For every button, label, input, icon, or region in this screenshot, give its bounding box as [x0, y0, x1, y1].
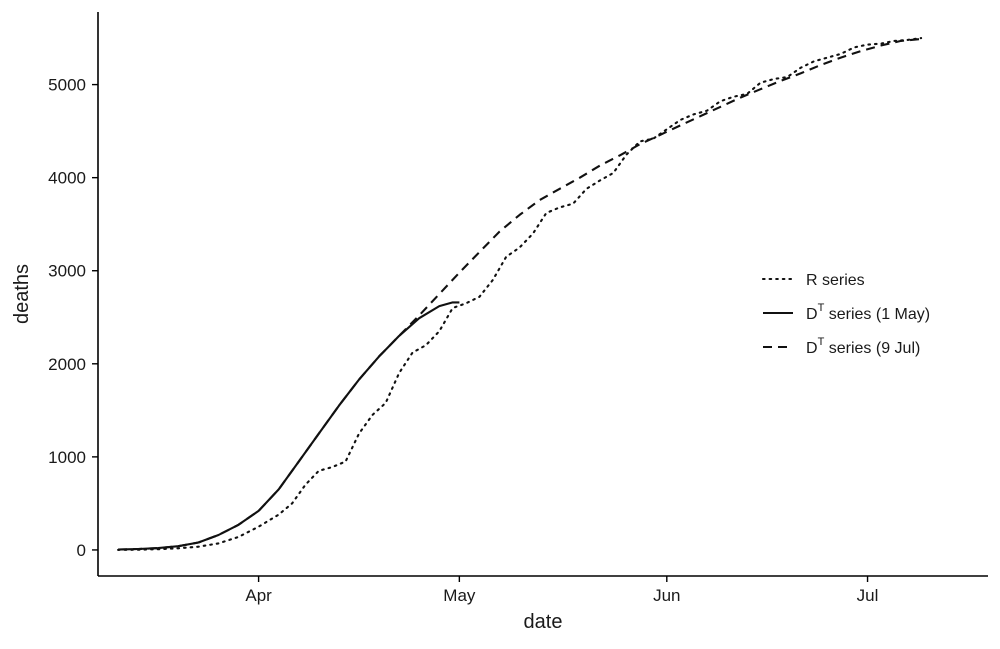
legend-label-3: DT series (9 Jul): [806, 336, 920, 357]
series-lines: [117, 37, 923, 551]
y-tick-label: 0: [77, 541, 86, 560]
legend-label-main: D: [806, 306, 818, 323]
legend-label-2: DT series (1 May): [806, 302, 930, 323]
legend-label-main: R series: [806, 272, 865, 289]
x-tick-label: Jul: [857, 586, 879, 605]
legend-label-tail: series (1 May): [824, 306, 930, 323]
tick-marks: [92, 83, 869, 582]
series-line-1: [117, 37, 923, 551]
legend-label-superscript: T: [818, 336, 825, 348]
series-line-2: [118, 301, 460, 551]
y-tick-label: 1000: [48, 448, 86, 467]
x-tick-label: May: [443, 586, 476, 605]
legend-label-main: D: [806, 340, 818, 357]
x-tick-label: Apr: [245, 586, 272, 605]
tick-labels: 0 1000 2000 3000 4000 5000 Apr May Jun Jul: [48, 76, 878, 605]
axes: [97, 12, 988, 577]
y-tick-label: 2000: [48, 355, 86, 374]
legend-label-tail: series (9 Jul): [824, 340, 920, 357]
y-axis-title: deaths: [11, 264, 33, 324]
y-tick-label: 3000: [48, 262, 86, 281]
legend-label-superscript: T: [818, 302, 825, 314]
series-line-3: [118, 37, 922, 551]
y-tick-label: 5000: [48, 76, 86, 95]
x-axis-title: date: [524, 611, 563, 633]
x-tick-label: Jun: [653, 586, 680, 605]
legend-label-1: R series: [806, 272, 865, 289]
y-tick-label: 4000: [48, 169, 86, 188]
